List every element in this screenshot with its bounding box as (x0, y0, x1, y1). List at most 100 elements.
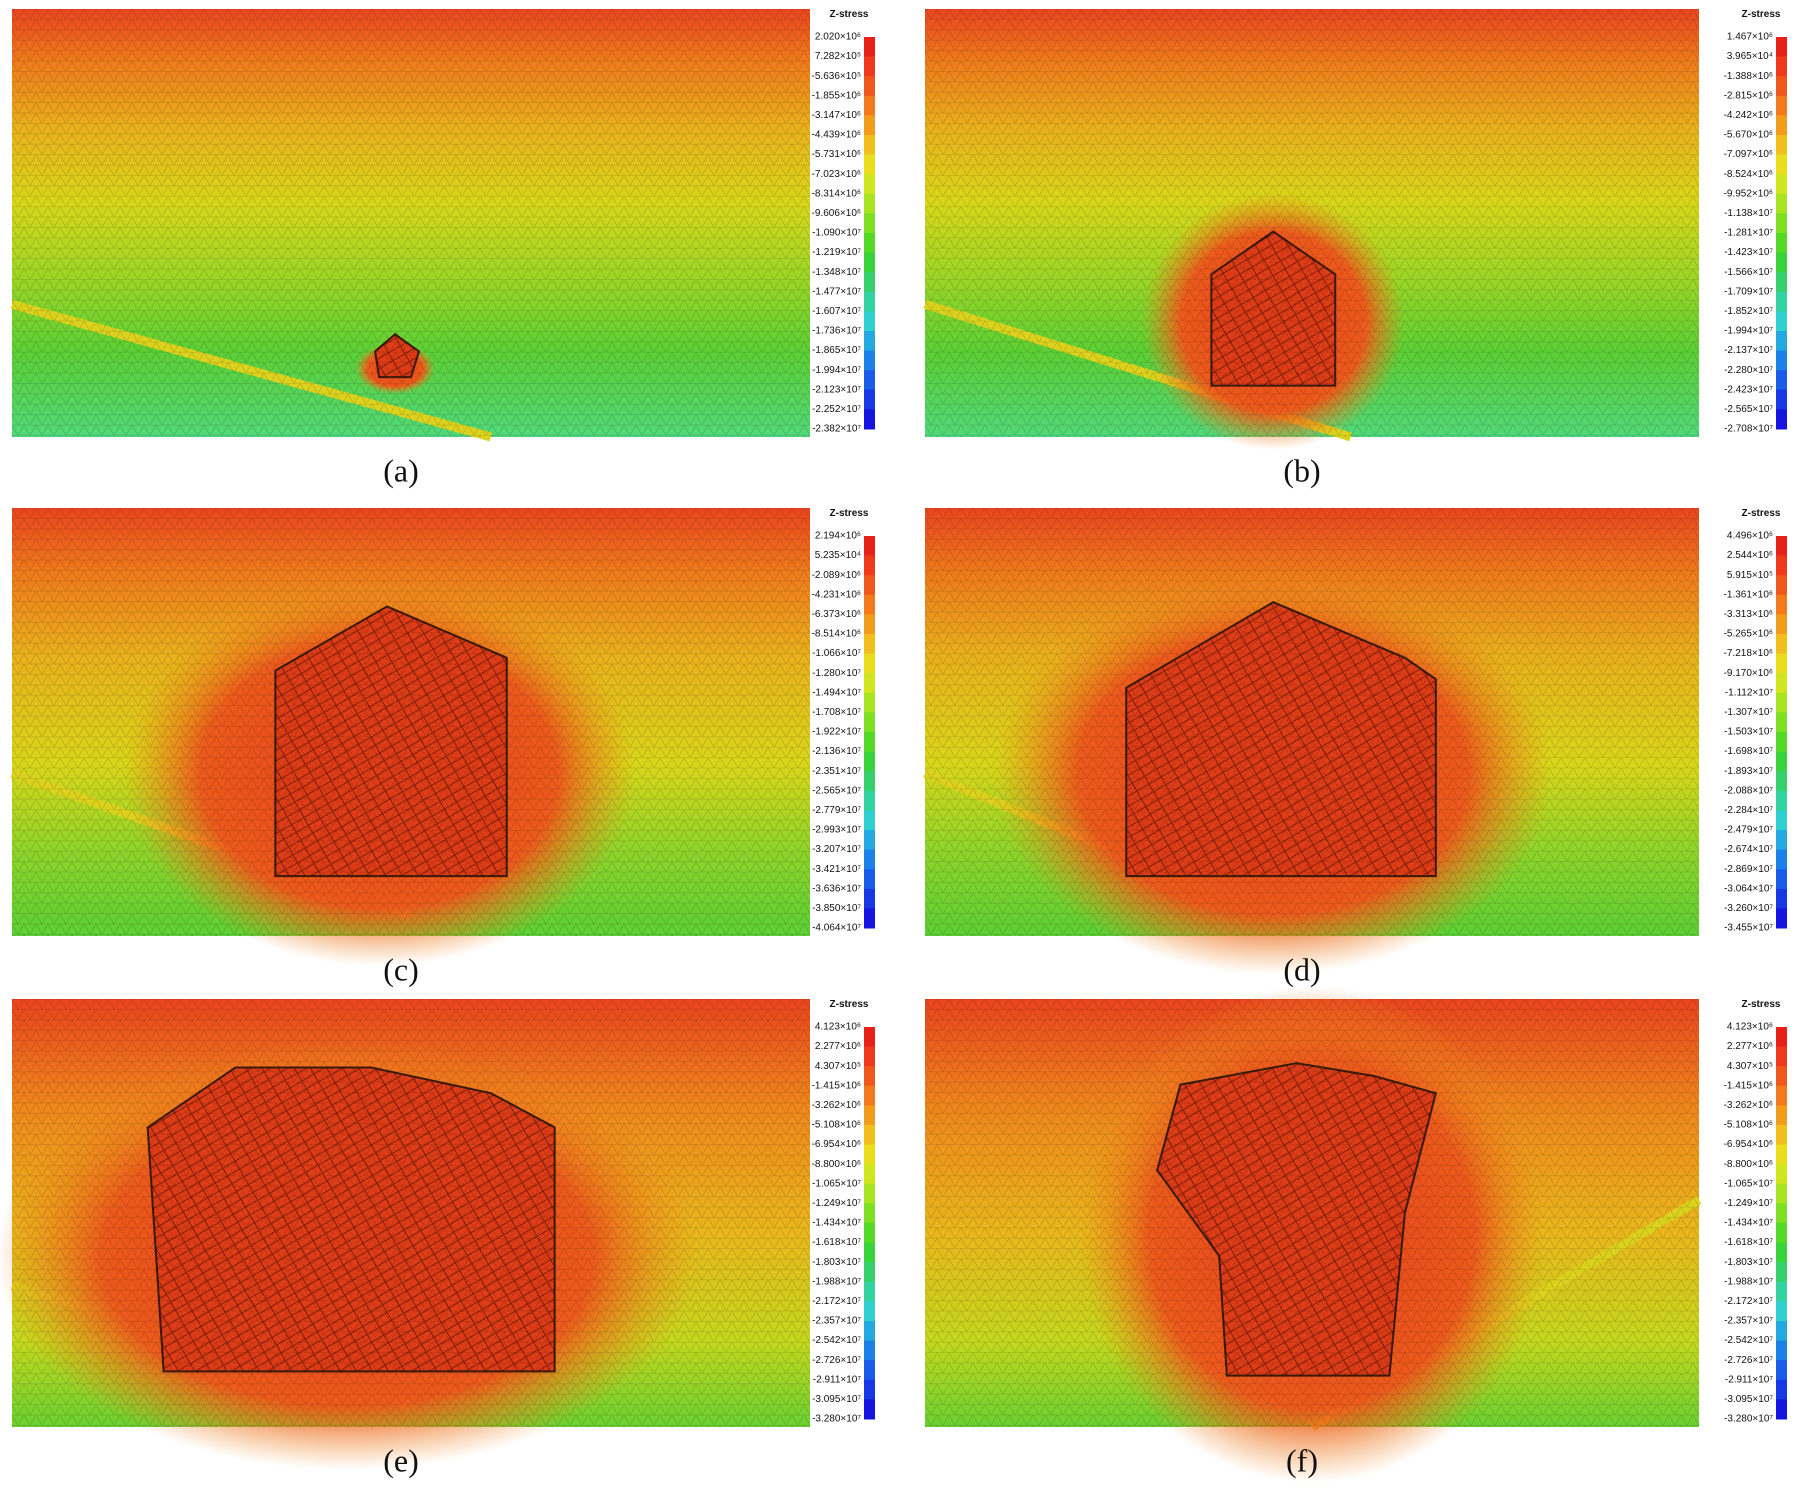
colorbar-label: -3.280×10⁷ (812, 1414, 861, 1425)
colorbar-band (864, 174, 875, 195)
colorbar-label: -3.147×10⁶ (812, 110, 861, 121)
colorbar-band (1776, 37, 1787, 58)
colorbar-band (1776, 1027, 1787, 1048)
colorbar-label: -9.952×10⁶ (1724, 188, 1773, 199)
colorbar-label: -6.954×10⁶ (812, 1139, 861, 1150)
colorbar-band (1776, 272, 1787, 293)
colorbar-label: -2.565×10⁷ (812, 785, 861, 796)
colorbar-label: -1.607×10⁷ (812, 306, 861, 317)
colorbar-label: -1.852×10⁷ (1724, 306, 1773, 317)
colorbar-label: -5.108×10⁶ (812, 1120, 861, 1131)
colorbar-band (864, 1223, 875, 1244)
colorbar-label: -1.618×10⁷ (1724, 1237, 1773, 1248)
colorbar-band (1776, 331, 1787, 352)
colorbar-label: -1.618×10⁷ (812, 1237, 861, 1248)
colorbar-band (864, 370, 875, 391)
colorbar-label: -3.280×10⁷ (1724, 1414, 1773, 1425)
colorbar-band (864, 790, 875, 811)
mesh (925, 508, 1699, 936)
colorbar-band (1776, 370, 1787, 391)
colorbar-label: -1.065×10⁷ (1724, 1178, 1773, 1189)
colorbar-label: -2.137×10⁷ (1724, 345, 1773, 356)
panel-caption: (f) (1286, 1442, 1318, 1478)
colorbar-label: -2.423×10⁷ (1724, 384, 1773, 395)
colorbar-band (864, 1183, 875, 1204)
colorbar-label: 4.123×10⁶ (1727, 1022, 1773, 1033)
colorbar-band (1776, 350, 1787, 371)
colorbar-band (1776, 76, 1787, 97)
colorbar-label: -4.242×10⁶ (1724, 110, 1773, 121)
colorbar-band (1776, 1301, 1787, 1322)
colorbar-band (864, 908, 875, 929)
colorbar-band (1776, 869, 1787, 890)
colorbar-band (864, 751, 875, 772)
colorbar-label: -3.636×10⁷ (812, 883, 861, 894)
colorbar-label: -3.095×10⁷ (1724, 1394, 1773, 1405)
colorbar-band (1776, 614, 1787, 635)
colorbar-label: -1.736×10⁷ (812, 326, 861, 337)
colorbar-band (1776, 56, 1787, 77)
colorbar-label: -2.911×10⁷ (1725, 1374, 1774, 1385)
colorbar-band (1776, 213, 1787, 234)
colorbar-label: 4.123×10⁶ (815, 1022, 861, 1033)
colorbar-label: -2.382×10⁷ (812, 424, 861, 435)
colorbar-band (1776, 1046, 1787, 1067)
colorbar-label: -2.172×10⁷ (1724, 1296, 1773, 1307)
colorbar-title: Z-stress (1742, 999, 1781, 1010)
colorbar-title: Z-stress (1742, 9, 1781, 20)
colorbar-band (864, 95, 875, 116)
colorbar-title: Z-stress (830, 508, 869, 519)
colorbar-band (1776, 1085, 1787, 1106)
colorbar-label: 3.965×10⁴ (1727, 51, 1773, 62)
colorbar-label: -2.136×10⁷ (812, 746, 861, 757)
colorbar-label: -3.260×10⁷ (1724, 903, 1773, 914)
colorbar-band (864, 1399, 875, 1420)
colorbar-label: -4.439×10⁶ (812, 130, 861, 141)
panel: Z-stress 4.123×10⁶ 2.277×10⁶ 4.307×10⁵ -1.41… (0, 999, 875, 1478)
colorbar-label: -1.709×10⁷ (1724, 286, 1773, 297)
colorbar-band (864, 1085, 875, 1106)
colorbar-label: 2.194×10⁶ (815, 531, 861, 542)
colorbar-label: -4.231×10⁶ (812, 589, 861, 600)
colorbar-label: 2.020×10⁶ (815, 32, 861, 43)
colorbar-label: -9.606×10⁶ (812, 208, 861, 219)
colorbar-band (1776, 1281, 1787, 1302)
colorbar-band (864, 673, 875, 694)
panel-caption: (e) (383, 1442, 419, 1478)
colorbar-label: -2.708×10⁷ (1724, 424, 1773, 435)
colorbar-band (864, 1340, 875, 1361)
colorbar-band (864, 575, 875, 596)
colorbar-label: 2.544×10⁶ (1727, 550, 1773, 561)
colorbar-band (1776, 771, 1787, 792)
colorbar-label: -1.988×10⁷ (812, 1276, 861, 1287)
colorbar-band (864, 1379, 875, 1400)
colorbar-label: -1.994×10⁷ (812, 365, 861, 376)
colorbar-label: -1.307×10⁷ (1724, 707, 1773, 718)
panel: Z-stress 1.467×10⁶ 3.965×10⁴ -1.388×10⁶ -2.8… (923, 9, 1787, 488)
colorbar-band (1776, 1399, 1787, 1420)
colorbar-band (1776, 1379, 1787, 1400)
colorbar-band (864, 135, 875, 156)
colorbar-label: -1.065×10⁷ (812, 1178, 861, 1189)
colorbar-label: -1.698×10⁷ (1724, 746, 1773, 757)
panel: Z-stress 4.123×10⁶ 2.277×10⁶ 4.307×10⁵ -1.41… (925, 986, 1787, 1483)
colorbar-label: -1.388×10⁶ (1724, 71, 1773, 82)
colorbar-band (1776, 536, 1787, 557)
colorbar-label: -3.095×10⁷ (812, 1394, 861, 1405)
colorbar-label: 7.282×10⁵ (815, 51, 861, 62)
colorbar-label: -1.348×10⁷ (812, 267, 861, 278)
colorbar-label: -6.954×10⁶ (1724, 1139, 1773, 1150)
colorbar-label: -2.565×10⁷ (1724, 404, 1773, 415)
colorbar-band (864, 1164, 875, 1185)
colorbar-label: -1.112×10⁷ (1725, 687, 1774, 698)
colorbar-band (864, 291, 875, 312)
colorbar-band (864, 213, 875, 234)
colorbar-label: 4.307×10⁵ (1727, 1061, 1773, 1072)
colorbar-band (864, 830, 875, 851)
panel-caption: (d) (1283, 951, 1320, 987)
colorbar-label: -2.779×10⁷ (812, 805, 861, 816)
colorbar-band (864, 771, 875, 792)
colorbar-label: -5.670×10⁶ (1724, 130, 1773, 141)
colorbar-label: -2.726×10⁷ (812, 1355, 861, 1366)
colorbar-label: -2.542×10⁷ (812, 1335, 861, 1346)
